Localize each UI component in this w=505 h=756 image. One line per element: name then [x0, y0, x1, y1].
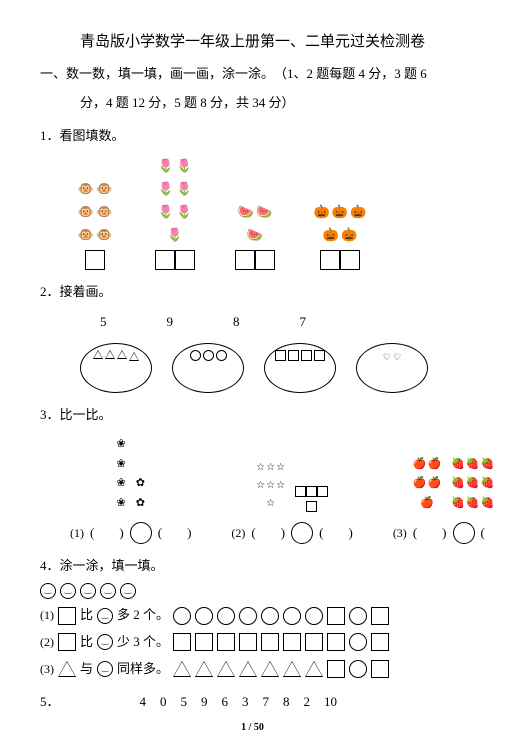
melon-icon: 🍉: [238, 202, 254, 223]
oval-hearts[interactable]: ♡♡: [356, 343, 428, 393]
question-2: 2．接着画。: [40, 282, 465, 303]
compare-circle[interactable]: [130, 522, 152, 544]
answer-box[interactable]: [85, 250, 105, 270]
oval-circles[interactable]: [172, 343, 244, 393]
q2-numbers: 5987: [100, 312, 465, 333]
oval-squares[interactable]: [264, 343, 336, 393]
answer-box[interactable]: [320, 250, 340, 270]
q4-line1: (1)比‿多 2 个。: [40, 605, 465, 626]
oval-triangles[interactable]: [80, 343, 152, 393]
flower-icon: 🌷: [158, 156, 174, 177]
page-footer: 1 / 50: [40, 720, 465, 736]
question-3: 3．比一比。: [40, 405, 465, 426]
q4-faces: ‿‿‿‿‿: [40, 583, 465, 599]
fill-circle[interactable]: [173, 607, 191, 625]
q1-images: 🐵🐵🐵🐵🐵🐵 🌷🌷🌷🌷🌷🌷🌷 🍉🍉🍉 🎃🎃🎃🎃🎃: [70, 156, 465, 269]
fill-triangle[interactable]: [173, 661, 191, 677]
page-title: 青岛版小学数学一年级上册第一、二单元过关检测卷: [40, 30, 465, 54]
answer-box[interactable]: [155, 250, 175, 270]
pumpkin-icon: 🎃: [314, 202, 330, 223]
compare-circle[interactable]: [453, 522, 475, 544]
section-1-intro-cont: 分，4 题 12 分，5 题 8 分，共 34 分）: [80, 93, 465, 114]
q4-line3: (3)与‿同样多。: [40, 659, 465, 680]
compare-circle[interactable]: [291, 522, 313, 544]
animal-icon: 🐵: [78, 179, 94, 200]
q2-ovals: ♡♡: [80, 343, 465, 393]
answer-box[interactable]: [235, 250, 255, 270]
q3-compare: ❀❀❀❀ ✿✿ (1)( )( ) ☆☆☆☆☆☆☆ (2)( )( ) 🍎🍎🍎🍎…: [70, 436, 465, 544]
question-1: 1．看图填数。: [40, 126, 465, 147]
q4-line2: (2)比‿少 3 个。: [40, 632, 465, 653]
fill-square[interactable]: [327, 607, 345, 625]
question-4: 4．涂一涂，填一填。: [40, 556, 465, 577]
question-5: 5． 40596378210: [40, 692, 465, 713]
section-1-intro: 一、数一数，填一填，画一画，涂一涂。 （1、2 题每题 4 分，3 题 6: [40, 64, 465, 85]
